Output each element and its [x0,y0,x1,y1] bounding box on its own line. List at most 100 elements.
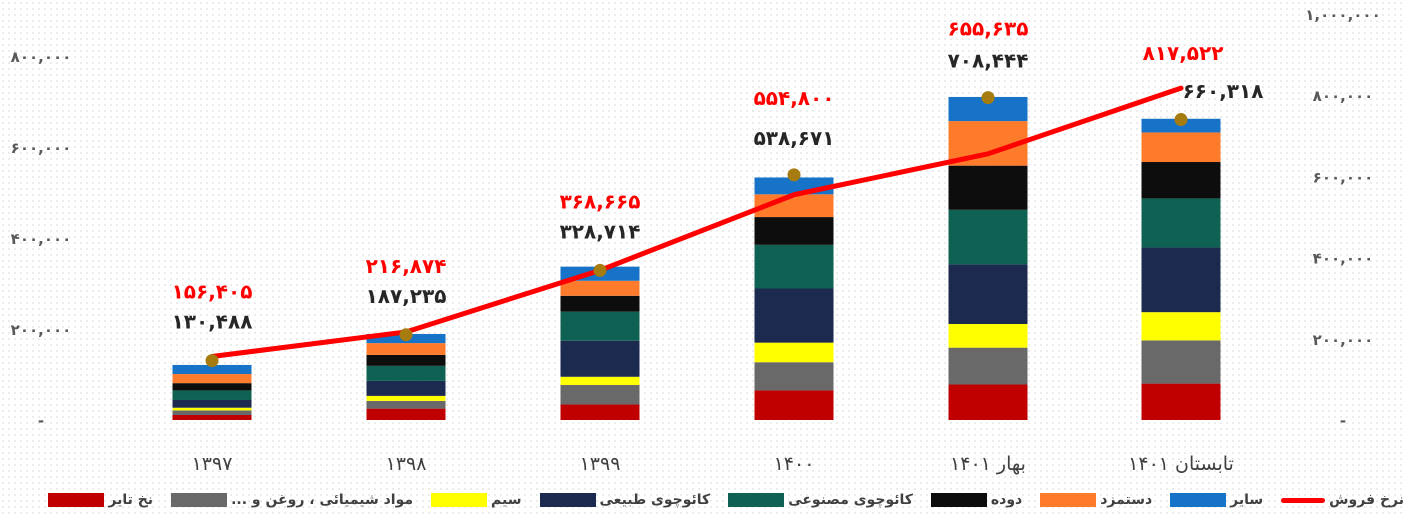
bar-segment [366,408,446,420]
bar-segment [948,323,1028,348]
total-marker [787,168,801,182]
bar-segment [366,380,446,396]
left-axis-tick-label: - [38,412,44,430]
bar-segment [948,165,1028,210]
bar-segment [948,209,1028,265]
bar-segment [366,343,446,355]
bar-segment [560,384,640,405]
bar-segment [1141,198,1221,248]
legend-swatch [728,493,785,507]
left-axis-tick-label: ۴۰۰,۰۰۰ [11,230,72,248]
bar-segment [172,414,252,420]
sales-rate-label: ۱۵۶,۴۰۵ [172,280,253,304]
bar-segment [366,354,446,366]
total-value-label: ۵۳۸,۶۷۱ [754,126,835,150]
legend-item-sales-rate: نرخ فروش [1281,492,1404,508]
bar-segment [754,342,834,363]
legend-item: دستمزد [1040,492,1152,508]
category-label: ۱۳۹۷ [192,453,233,475]
bar-segment [172,410,252,415]
legend-item: کائوچوی طبیعی [539,492,711,508]
bar-segment [1141,162,1221,199]
total-marker [205,354,219,368]
legend-swatch [171,493,228,507]
total-value-label: ۷۰۸,۴۴۴ [948,49,1029,73]
bar-segment [172,383,252,391]
legend-item: مواد شیمیائی ، روغن و ... [171,492,413,508]
bar-segment [172,390,252,400]
legend-label: دوده [990,492,1023,508]
legend-label: سیم [491,492,522,508]
category-label: ۱۳۹۸ [386,453,427,475]
legend-swatch [1040,493,1097,507]
total-marker [593,263,607,277]
right-axis-tick-label: ۱,۰۰۰,۰۰۰ [1305,6,1380,24]
bar-segment [560,280,640,296]
legend-label: سایر [1230,492,1264,508]
legend-label: نرخ فروش [1329,492,1404,508]
left-axis-tick-label: ۸۰۰,۰۰۰ [11,48,72,66]
right-axis-tick-label: ۴۰۰,۰۰۰ [1313,250,1374,268]
bar-segment [754,362,834,391]
bar-segment [560,311,640,341]
bar-segment [172,399,252,408]
total-value-label: ۱۳۰,۴۸۸ [172,310,253,334]
legend-item: سایر [1170,492,1263,508]
right-axis-tick-label: ۸۰۰,۰۰۰ [1313,87,1374,105]
legend-item: نخ تایر [48,492,153,508]
left-axis-tick-label: ۲۰۰,۰۰۰ [11,321,72,339]
legend: نرخ فروش سایر دستمزد دوده کائوچوی مصنوعی کائو… [0,488,1404,512]
bar-segment [172,407,252,411]
legend-swatch [930,493,987,507]
bar-segment [560,376,640,385]
legend-label: مواد شیمیائی ، روغن و ... [231,492,414,508]
legend-label: کائوچوی مصنوعی [788,492,913,508]
sales-rate-label: ۵۵۴,۸۰۰ [754,86,835,110]
legend-item: سیم [431,492,522,508]
legend-item: کائوچوی مصنوعی [728,492,913,508]
total-value-label: ۱۸۷,۲۳۵ [366,284,447,308]
total-value-label: ۶۶۰,۳۱۸ [1183,79,1264,103]
bar-segment [1141,247,1221,313]
legend-swatch [1170,493,1227,507]
legend-label: دستمزد [1100,492,1153,508]
total-marker [981,91,995,105]
legend-label: کائوچوی طبیعی [599,492,711,508]
category-label: بهار ۱۴۰۱ [950,453,1026,475]
bar-segment [1141,383,1221,420]
bar-segment [366,395,446,401]
category-label: ۱۴۰۰ [774,453,815,475]
right-axis-tick-label: - [1340,412,1346,430]
category-label: تابستان ۱۴۰۱ [1128,453,1234,475]
legend-item: دوده [930,492,1023,508]
bar-segment [754,390,834,420]
sales-rate-line [209,85,1184,359]
category-label: ۱۳۹۹ [580,453,621,475]
total-marker [399,328,413,342]
bar-segment [754,244,834,289]
total-value-label: ۳۲۸,۷۱۴ [560,219,641,243]
left-axis-tick-label: ۶۰۰,۰۰۰ [11,139,72,157]
legend-swatch [48,493,105,507]
legend-swatch [539,493,596,507]
bar-segment [560,295,640,312]
right-axis-tick-label: ۲۰۰,۰۰۰ [1313,331,1374,349]
legend-swatch [431,493,488,507]
bar-segment [560,340,640,377]
bar-segment [366,400,446,409]
bar-segment [948,347,1028,385]
right-axis-tick-label: ۶۰۰,۰۰۰ [1313,168,1374,186]
bar-segment [754,288,834,343]
bar-segment [948,384,1028,420]
sales-rate-label: ۲۱۶,۸۷۴ [366,254,447,278]
bar-segment [1141,340,1221,384]
bar-segment [754,217,834,245]
legend-label: نخ تایر [108,492,154,508]
legend-line-swatch [1281,497,1326,503]
bar-segment [948,264,1028,324]
bar-segment [172,364,252,375]
bar-segment [172,374,252,384]
sales-rate-label: ۳۶۸,۶۶۵ [560,189,641,213]
total-marker [1174,113,1188,127]
